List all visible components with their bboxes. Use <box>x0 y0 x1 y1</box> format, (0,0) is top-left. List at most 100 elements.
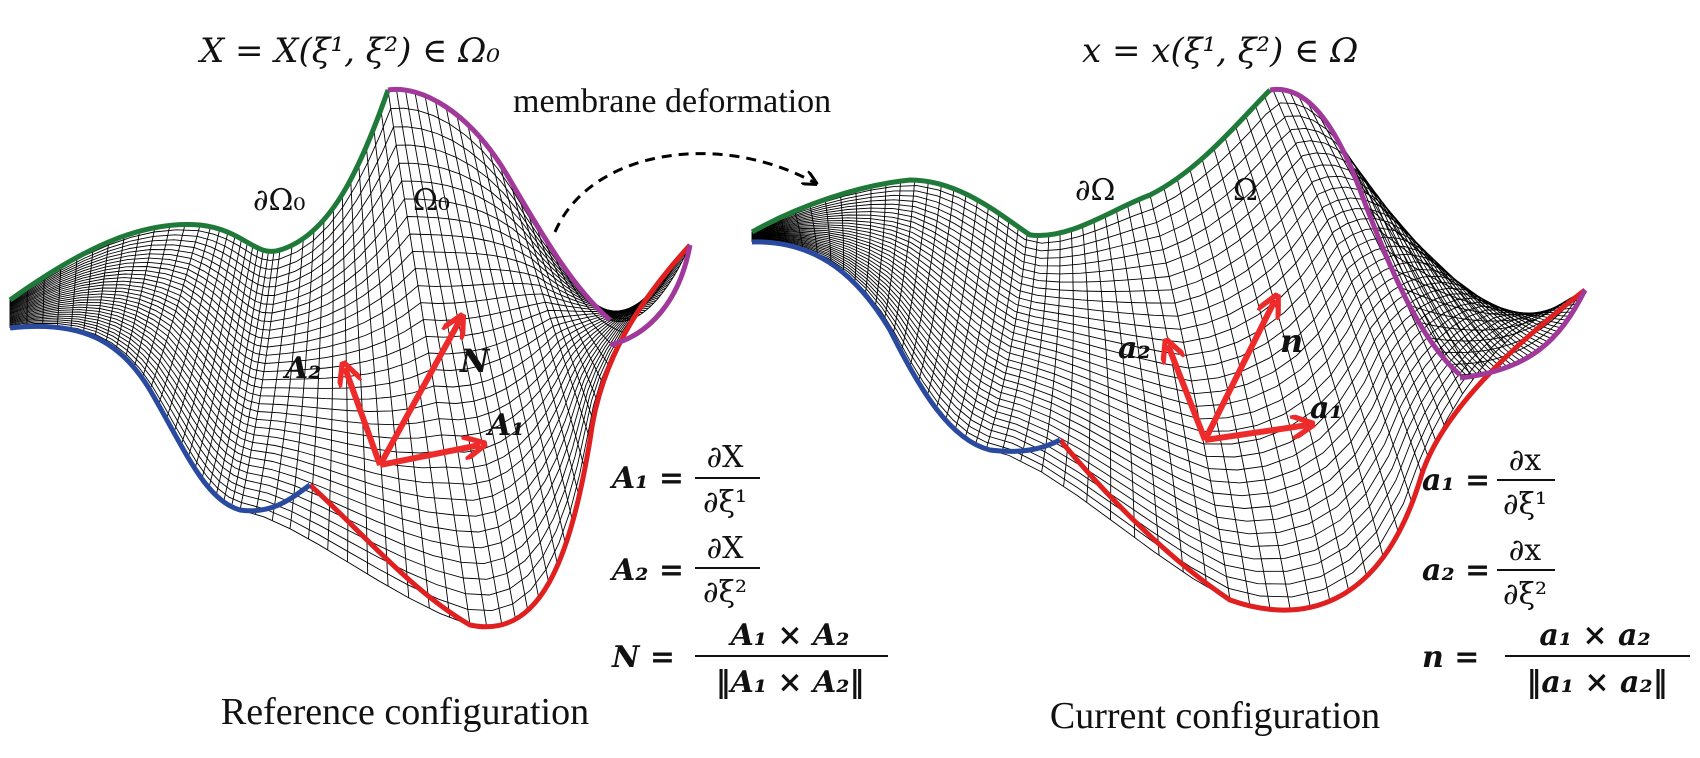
mesh-line <box>9 198 627 322</box>
reference-vector-n <box>377 320 460 467</box>
current-edge-magenta <box>1269 86 1462 377</box>
mesh-line <box>9 287 667 454</box>
mesh-line <box>751 235 1554 471</box>
transition-arrow <box>553 152 815 233</box>
mesh-line <box>751 152 1488 372</box>
current-edge-magenta-tip <box>1459 288 1588 381</box>
current-boundary-label: ∂Ω <box>1075 173 1115 208</box>
reference-vector-a2 <box>345 368 383 467</box>
mesh-line <box>9 283 669 469</box>
mesh-line <box>751 236 1558 484</box>
current-vector-a1 <box>1204 425 1308 443</box>
reference-vectors <box>345 320 480 468</box>
mesh-line <box>9 162 622 322</box>
reference-eq1-num: ∂X <box>707 440 745 475</box>
current-eq1-num: ∂x <box>1509 443 1542 478</box>
mesh-line <box>1176 178 1271 610</box>
current-eq2-lhs: a₂ = <box>1422 553 1490 588</box>
mesh-line <box>751 102 1466 375</box>
mesh-line <box>751 224 1520 361</box>
mesh-line <box>751 208 1511 365</box>
mesh-line <box>752 240 1573 547</box>
current-header: x = x(ξ¹, ξ²) ∈ Ω <box>1082 31 1358 71</box>
current-equations: a₁ = ∂x ∂ξ¹ a₂ = ∂x ∂ξ² n = a₁ × a₂ ‖a₁ … <box>1422 443 1690 700</box>
current-eq3-lhs: n = <box>1422 640 1479 675</box>
mesh-line <box>751 237 1561 497</box>
mesh-line <box>1263 95 1413 504</box>
mesh-line <box>9 290 654 389</box>
reference-edge-green <box>8 89 391 303</box>
mesh-line <box>751 175 1497 370</box>
mesh-line <box>9 277 644 356</box>
mesh-line <box>751 235 1551 458</box>
current-edge-red <box>1058 288 1587 613</box>
mesh-line <box>751 240 1578 572</box>
current-edge-blue <box>751 239 1062 454</box>
current-eq3-den: ‖a₁ × a₂‖ <box>1526 665 1667 700</box>
mesh-line <box>1438 294 1577 354</box>
mesh-line <box>751 237 1564 509</box>
mesh-line <box>358 163 389 587</box>
mesh-line <box>9 248 689 612</box>
reference-edge-red <box>308 243 692 630</box>
mesh-line <box>1224 136 1350 592</box>
mesh-line <box>1201 158 1311 608</box>
mesh-line <box>985 233 1028 450</box>
mesh-line <box>9 276 674 501</box>
reference-eq3-lhs: N = <box>611 640 675 675</box>
mesh-line <box>751 164 1493 371</box>
mesh-line <box>9 265 681 549</box>
mesh-line <box>751 197 1507 367</box>
mesh-line <box>9 126 616 322</box>
mesh-line <box>9 269 679 533</box>
mesh-line <box>9 293 662 426</box>
current-label-a2: a₂ <box>1118 331 1151 366</box>
current-eq2-num: ∂x <box>1509 533 1542 568</box>
reference-eq2-den: ∂ξ² <box>703 575 747 610</box>
current-caption: Current configuration <box>1050 695 1380 737</box>
reference-eq1-lhs: A₁ = <box>609 461 684 496</box>
reference-domain-label: Ω₀ <box>413 183 450 218</box>
reference-eq2-lhs: A₂ = <box>609 553 684 588</box>
reference-label-a2: A₂ <box>282 351 321 386</box>
mesh-line <box>1235 126 1368 577</box>
mesh-line <box>9 268 638 340</box>
mesh-line <box>9 290 665 439</box>
reference-label-a1: A₁ <box>485 408 524 443</box>
mesh-line <box>9 253 687 596</box>
mesh-line <box>9 107 614 322</box>
mesh-line <box>1254 105 1399 533</box>
mesh-line <box>9 180 625 322</box>
reference-eq3-num: A₁ × A₂ <box>728 618 850 653</box>
mesh-line <box>751 226 1524 369</box>
mesh-line <box>9 257 685 580</box>
reference-vector-a1 <box>379 445 480 468</box>
mesh-line <box>751 89 1461 376</box>
mesh-line <box>9 144 619 322</box>
current-surface: a₂ n a₁ ∂Ω Ω <box>750 86 1588 613</box>
mesh-line <box>9 233 633 323</box>
mesh-line <box>239 249 281 511</box>
current-vector-n <box>1202 300 1275 442</box>
mesh-line <box>751 140 1482 373</box>
mesh-line <box>9 273 641 348</box>
reference-edge-blue <box>9 323 312 514</box>
mesh-line <box>751 115 1472 375</box>
mesh-line <box>751 238 1567 522</box>
reference-boundary-label: ∂Ω₀ <box>253 183 305 218</box>
reference-equations: A₁ = ∂X ∂ξ¹ A₂ = ∂X ∂ξ² N = A₁ × A₂ ‖A₁ … <box>609 440 888 700</box>
reference-eq1-den: ∂ξ¹ <box>703 485 747 520</box>
reference-edge-magenta-tip <box>609 244 693 348</box>
mesh-line <box>1289 91 1437 442</box>
mesh-line <box>9 272 676 517</box>
reference-header: X = X(ξ¹, ξ²) ∈ Ω₀ <box>197 31 500 71</box>
mesh-line <box>9 280 672 485</box>
mesh-line <box>751 234 1547 445</box>
mesh-line <box>751 240 1581 585</box>
reference-label-n: N <box>459 342 491 380</box>
mesh-line <box>9 280 646 364</box>
mesh-line <box>9 296 659 412</box>
current-eq3-num: a₁ × a₂ <box>1539 618 1650 653</box>
mesh-line <box>751 230 1536 407</box>
mesh-line <box>1163 187 1251 606</box>
